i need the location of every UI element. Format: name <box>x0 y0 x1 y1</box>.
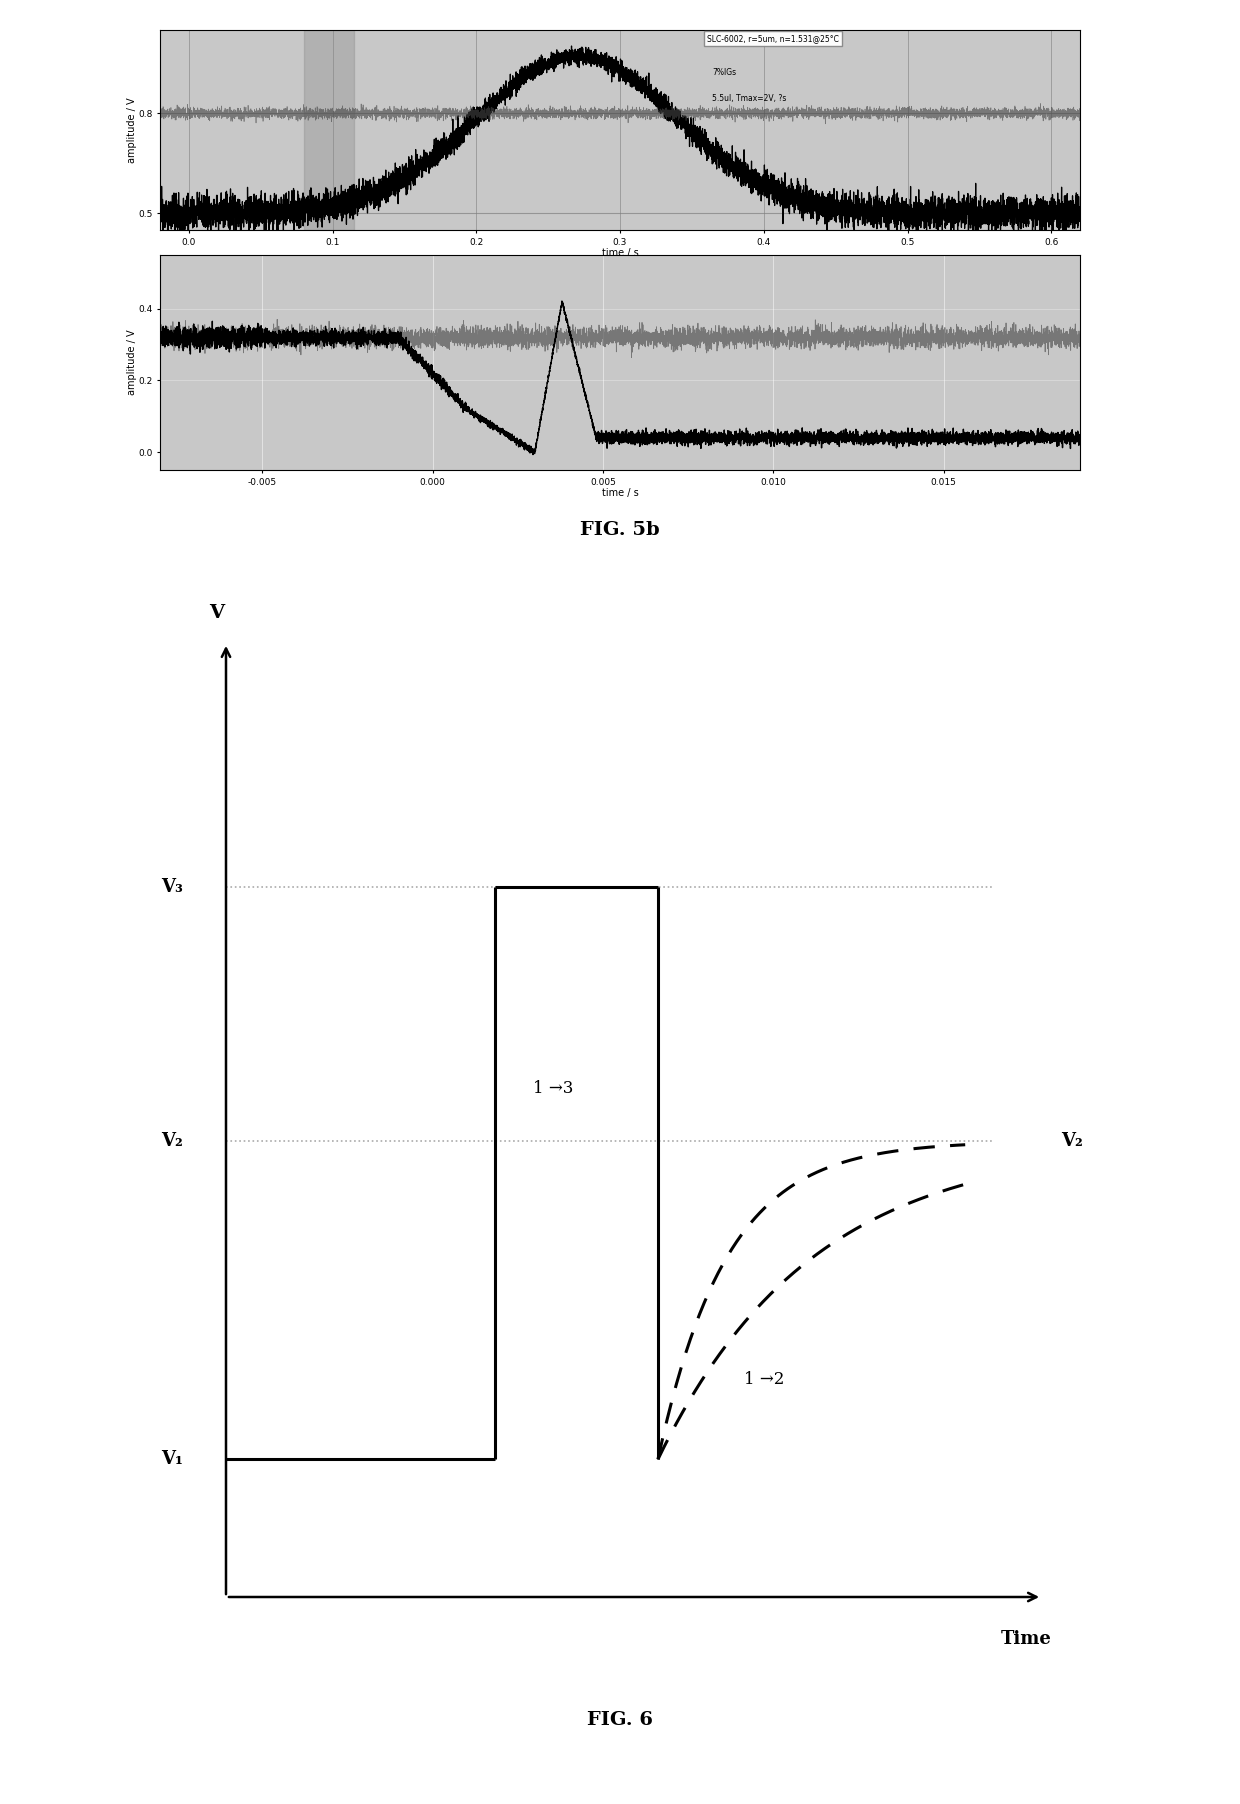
Text: 7%IGs: 7%IGs <box>712 69 737 78</box>
Text: SLC-6002, r=5um, n=1.531@25°C: SLC-6002, r=5um, n=1.531@25°C <box>707 34 839 43</box>
Text: V: V <box>208 604 224 622</box>
Y-axis label: amplitude / V: amplitude / V <box>126 330 136 395</box>
Text: FIG. 6: FIG. 6 <box>587 1710 653 1728</box>
X-axis label: time / s: time / s <box>601 489 639 498</box>
Text: V₁: V₁ <box>161 1450 182 1468</box>
Text: V₃: V₃ <box>161 879 182 897</box>
Text: Time: Time <box>1001 1631 1052 1649</box>
Text: V₂: V₂ <box>161 1133 182 1151</box>
Y-axis label: amplitude / V: amplitude / V <box>126 97 136 162</box>
Bar <box>304 31 355 229</box>
Text: 5.5ul, Tmax=2V, ?s: 5.5ul, Tmax=2V, ?s <box>712 94 786 103</box>
Text: FIG. 5b: FIG. 5b <box>580 521 660 539</box>
Text: 1 →2: 1 →2 <box>744 1371 785 1389</box>
X-axis label: time / s: time / s <box>601 247 639 258</box>
Text: 1 →3: 1 →3 <box>533 1081 574 1097</box>
Text: V₂: V₂ <box>1061 1133 1083 1151</box>
